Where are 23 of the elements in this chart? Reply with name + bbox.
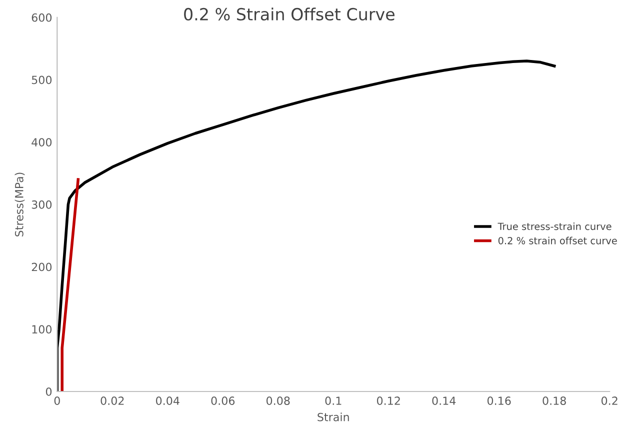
x-tick-label: 0: [54, 396, 60, 405]
y-tick-label: 500: [32, 76, 52, 84]
x-tick-label: 0.18: [542, 396, 566, 405]
y-tick-label: 100: [32, 325, 52, 334]
x-tick-label: 0.1: [325, 396, 342, 405]
x-tick-label: 0.06: [211, 396, 235, 405]
legend-label: True stress-strain curve: [498, 222, 612, 230]
x-tick-label: 0.08: [266, 396, 290, 405]
y-tick-label: 600: [32, 13, 52, 22]
y-axis-title: Stress(MPa): [14, 172, 25, 236]
y-tick-label: 200: [32, 262, 52, 272]
y-tick-label: 400: [32, 138, 52, 146]
y-tick-label: 0: [46, 387, 52, 396]
x-tick-label: 0.02: [100, 396, 124, 405]
legend-label: 0.2 % strain offset curve: [498, 236, 617, 244]
chart-title: 0.2 % Strain Offset Curve: [184, 8, 394, 21]
x-tick-label: 0.14: [432, 396, 456, 405]
x-axis-title: Strain: [318, 412, 349, 422]
x-tick-label: 0.2: [602, 396, 618, 405]
x-tick-label: 0.04: [156, 396, 180, 405]
x-tick-label: 0.12: [376, 396, 400, 405]
y-tick-label: 300: [32, 200, 52, 209]
x-tick-label: 0.16: [487, 396, 511, 405]
